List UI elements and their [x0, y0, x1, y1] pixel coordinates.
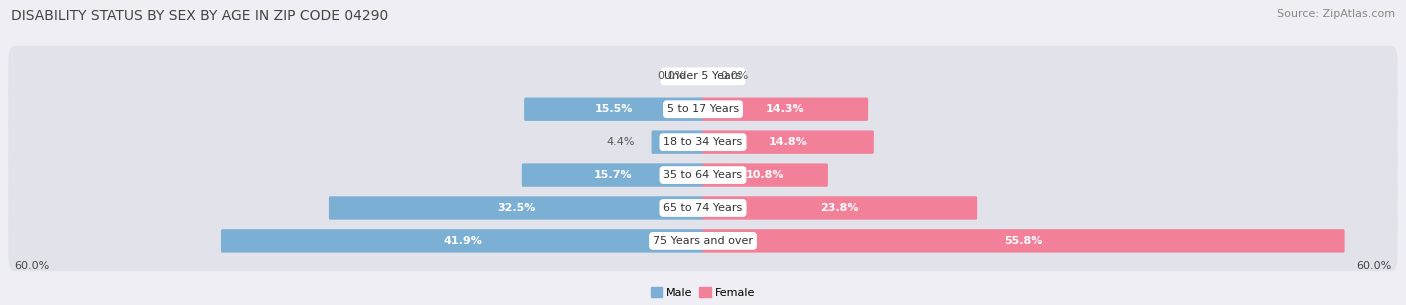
FancyBboxPatch shape [702, 131, 875, 154]
FancyBboxPatch shape [8, 46, 1398, 106]
Text: DISABILITY STATUS BY SEX BY AGE IN ZIP CODE 04290: DISABILITY STATUS BY SEX BY AGE IN ZIP C… [11, 9, 388, 23]
Text: 5 to 17 Years: 5 to 17 Years [666, 104, 740, 114]
FancyBboxPatch shape [8, 112, 1398, 172]
FancyBboxPatch shape [8, 178, 1398, 238]
Text: 4.4%: 4.4% [607, 137, 636, 147]
Text: 18 to 34 Years: 18 to 34 Years [664, 137, 742, 147]
FancyBboxPatch shape [651, 131, 704, 154]
FancyBboxPatch shape [8, 79, 1398, 139]
FancyBboxPatch shape [221, 229, 704, 253]
Text: 75 Years and over: 75 Years and over [652, 236, 754, 246]
FancyBboxPatch shape [524, 98, 704, 121]
Text: 32.5%: 32.5% [498, 203, 536, 213]
Text: 65 to 74 Years: 65 to 74 Years [664, 203, 742, 213]
Text: 14.8%: 14.8% [769, 137, 807, 147]
Text: 14.3%: 14.3% [766, 104, 804, 114]
FancyBboxPatch shape [702, 196, 977, 220]
Text: 0.0%: 0.0% [658, 71, 686, 81]
FancyBboxPatch shape [8, 211, 1398, 271]
Text: 41.9%: 41.9% [443, 236, 482, 246]
Text: 15.7%: 15.7% [593, 170, 633, 180]
Text: 10.8%: 10.8% [745, 170, 785, 180]
FancyBboxPatch shape [702, 98, 868, 121]
Text: Under 5 Years: Under 5 Years [665, 71, 741, 81]
FancyBboxPatch shape [8, 145, 1398, 205]
Text: 35 to 64 Years: 35 to 64 Years [664, 170, 742, 180]
Text: 60.0%: 60.0% [14, 261, 49, 271]
Legend: Male, Female: Male, Female [647, 283, 759, 302]
Text: 23.8%: 23.8% [820, 203, 859, 213]
Text: Source: ZipAtlas.com: Source: ZipAtlas.com [1277, 9, 1395, 19]
FancyBboxPatch shape [522, 163, 704, 187]
FancyBboxPatch shape [329, 196, 704, 220]
Text: 0.0%: 0.0% [720, 71, 748, 81]
Text: 60.0%: 60.0% [1357, 261, 1392, 271]
FancyBboxPatch shape [702, 163, 828, 187]
Text: 55.8%: 55.8% [1004, 236, 1042, 246]
Text: 15.5%: 15.5% [595, 104, 633, 114]
FancyBboxPatch shape [702, 229, 1344, 253]
